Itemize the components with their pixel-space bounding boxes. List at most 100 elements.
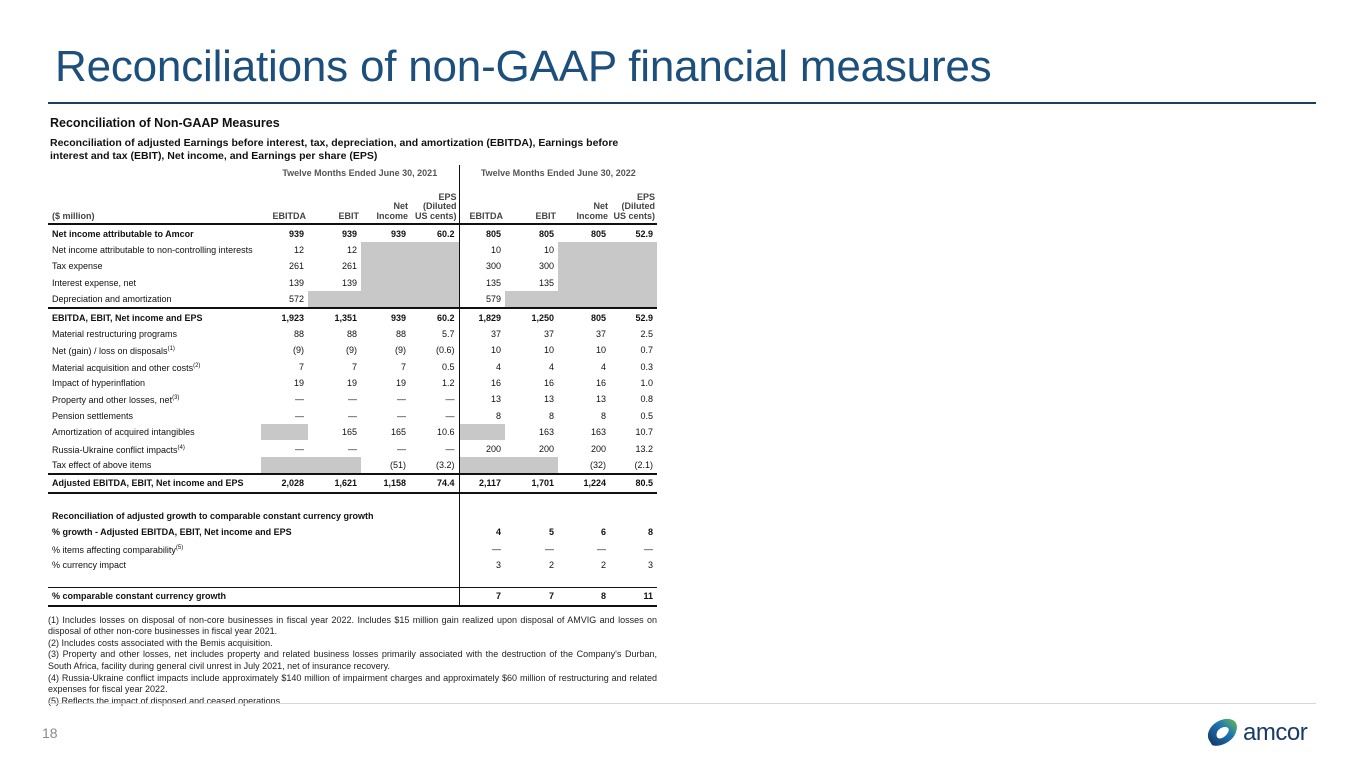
value-cell: 165 xyxy=(341,427,357,438)
document-subheading: Reconciliation of adjusted Earnings befo… xyxy=(50,137,619,162)
value-cell: 261 xyxy=(341,261,357,272)
blank xyxy=(48,573,459,588)
row-label-text: % growth - Adjusted EBITDA, EBIT, Net in… xyxy=(52,527,292,538)
value-cell: 88 xyxy=(346,328,357,339)
empty-cell xyxy=(361,241,410,259)
value-cell: 12 xyxy=(293,244,304,255)
value-cell: 16 xyxy=(544,378,555,389)
footnote-ref: (3) xyxy=(172,395,180,402)
value-cell: 10.6 xyxy=(436,427,455,438)
value-cell: 200 xyxy=(458,440,506,457)
period-header-2021: Twelve Months Ended June 30, 2021 xyxy=(282,168,438,179)
value-cell: 939 xyxy=(390,228,406,239)
footnote: (5) Reflects the impact of disposed and … xyxy=(48,695,283,706)
footnote: (4) Russia-Ukraine conflict impacts incl… xyxy=(48,672,657,695)
table-row: Impact of hyperinflation 19 19 19 1.2 16 16 16 1… xyxy=(48,374,657,392)
value-cell: 163 xyxy=(538,427,555,438)
value-cell: — xyxy=(445,410,455,421)
value-cell: — xyxy=(644,543,654,554)
value-cell: — xyxy=(397,410,406,421)
value-cell: 88 xyxy=(293,328,304,339)
table-row: Interest expense, net 139 139 135 135 xyxy=(48,274,658,291)
row-label-text: Adjusted EBITDA, EBIT, Net income and EP… xyxy=(52,478,244,489)
value-cell: 7 xyxy=(351,361,357,372)
row-label-text: Net income attributable to non-controlli… xyxy=(52,244,253,255)
value-cell: 13 xyxy=(596,394,607,405)
value-cell: 80.5 xyxy=(610,473,658,494)
empty-cell xyxy=(410,241,460,259)
value-cell: 300 xyxy=(458,258,506,275)
row-label: Material restructuring programs xyxy=(48,326,261,342)
title-divider xyxy=(48,102,1316,104)
row-label-text: Tax expense xyxy=(52,261,103,272)
empty-cell xyxy=(558,290,611,309)
footnote: (1) Includes losses on disposal of non-c… xyxy=(48,614,657,637)
value-cell: 0.3 xyxy=(640,361,654,372)
value-cell: 8 xyxy=(601,410,607,421)
value-cell: 0.8 xyxy=(640,394,654,405)
row-label-text: Interest expense, net xyxy=(52,277,137,288)
column-header: EBITDA xyxy=(458,181,506,226)
value-cell: 1,701 xyxy=(505,473,559,494)
value-cell: 3 xyxy=(648,560,654,570)
blank xyxy=(458,573,658,588)
value-cell: 4 xyxy=(458,358,506,375)
blank xyxy=(458,507,658,525)
value-cell: 19 xyxy=(346,378,357,389)
document-heading: Reconciliation of Non-GAAP Measures xyxy=(50,116,280,130)
row-label: % currency impact xyxy=(48,557,459,573)
value-cell: 74.4 xyxy=(410,473,460,494)
value-cell: 16 xyxy=(458,374,506,392)
row-label-text: % items affecting comparability xyxy=(52,544,176,555)
unit-label: ($ million) xyxy=(48,181,261,226)
empty-cell xyxy=(410,290,460,309)
value-cell: — xyxy=(397,394,406,405)
footnote-ref: (2) xyxy=(193,362,201,369)
row-label-text: Tax effect of above items xyxy=(52,460,152,471)
value-cell: 1.0 xyxy=(640,378,654,389)
value-cell: 163 xyxy=(590,427,607,438)
value-cell: 13.2 xyxy=(635,443,654,454)
footnote-ref: (1) xyxy=(167,346,175,353)
footer-divider xyxy=(48,703,1316,704)
table-row: EBITDA, EBIT, Net income and EPS 1,923 1,3… xyxy=(48,307,658,326)
empty-cell xyxy=(308,456,361,475)
row-label: Tax expense xyxy=(48,258,261,274)
value-cell: 6 xyxy=(601,527,607,538)
value-cell: (32) xyxy=(590,460,607,471)
row-label-text: Net income attributable to Amcor xyxy=(52,228,194,239)
value-cell: 805 xyxy=(458,224,506,242)
value-cell: 8 xyxy=(549,410,555,421)
value-cell: 4 xyxy=(549,361,555,372)
value-cell: 2,117 xyxy=(458,473,506,494)
value-cell: 1,923 xyxy=(261,307,308,326)
row-label-text: Russia-Ukraine conflict impacts xyxy=(52,444,178,455)
amcor-logo-icon xyxy=(1207,718,1237,746)
table-row: Adjusted EBITDA, EBIT, Net income and EP… xyxy=(48,473,658,494)
footnote: (3) Property and other losses, net inclu… xyxy=(48,649,657,671)
row-label: Amortization of acquired intangibles xyxy=(48,424,261,440)
value-cell: 1,351 xyxy=(308,307,361,326)
value-cell: 1,158 xyxy=(361,473,410,494)
value-cell: 939 xyxy=(341,228,357,239)
value-cell: 10 xyxy=(458,342,506,359)
table-row: Pension settlements — — — —8 8 8 0.5 xyxy=(48,407,657,425)
column-header: Net Income xyxy=(361,181,410,226)
value-cell: 2.5 xyxy=(640,328,654,339)
row-label: Russia-Ukraine conflict impacts(4) xyxy=(48,440,261,456)
value-cell: 7 xyxy=(458,587,506,607)
empty-cell xyxy=(261,424,308,441)
value-cell: — xyxy=(348,410,357,421)
period-header-2022: Twelve Months Ended June 30, 2022 xyxy=(458,165,658,182)
row-label: Net (gain) / loss on disposals(1) xyxy=(48,342,261,358)
row-label: Interest expense, net xyxy=(48,275,261,291)
value-cell: — xyxy=(458,540,506,557)
row-label-text: % currency impact xyxy=(52,560,127,570)
empty-cell xyxy=(361,290,410,309)
column-header: EPS (Diluted US cents) xyxy=(610,181,658,226)
empty-cell xyxy=(308,290,361,309)
table-row: % comparable constant currency growth 7 7 8… xyxy=(48,587,658,607)
value-cell: 3 xyxy=(458,556,506,574)
value-cell: 0.5 xyxy=(640,410,654,421)
empty-cell xyxy=(558,274,611,291)
